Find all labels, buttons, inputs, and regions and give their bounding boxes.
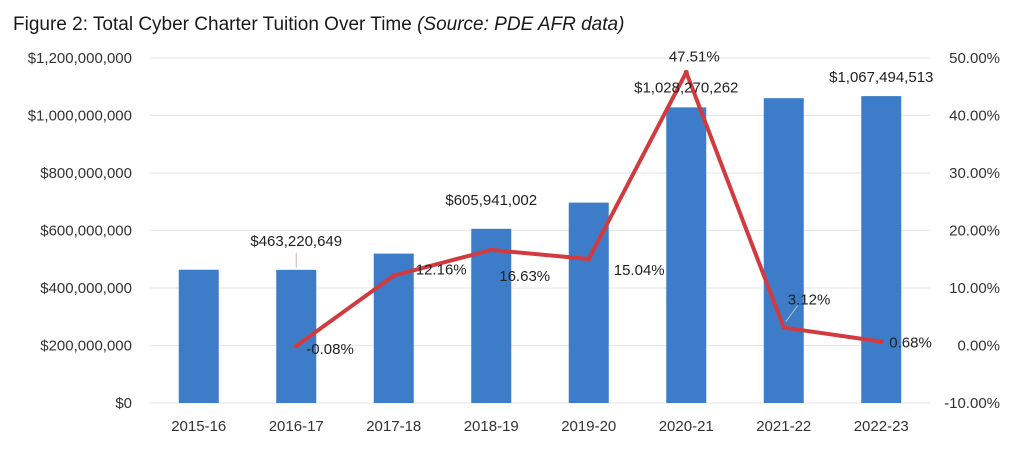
y-left-tick-label: $400,000,000 (40, 280, 132, 297)
line-data-label: -0.08% (306, 341, 354, 358)
x-tick-label: 2019-20 (561, 418, 616, 435)
line-point (683, 69, 689, 75)
y-right-tick-label: -10.00% (944, 395, 1000, 412)
line-data-label: 3.12% (788, 292, 831, 309)
line-data-label: 16.63% (499, 268, 550, 285)
line-point (586, 256, 592, 262)
line-data-label: 15.04% (614, 262, 665, 279)
x-tick-label: 2016-17 (269, 418, 324, 435)
x-tick-label: 2017-18 (366, 418, 421, 435)
bar (666, 107, 707, 403)
bar-data-label: $1,067,494,513 (829, 69, 933, 86)
bar (373, 253, 414, 403)
bar (178, 269, 219, 403)
x-tick-label: 2022-23 (854, 418, 909, 435)
line-data-label: 0.68% (889, 335, 932, 352)
y-left-tick-label: $1,000,000,000 (28, 108, 132, 125)
bar (861, 96, 902, 403)
line-point (293, 343, 299, 349)
figure-title-source: (Source: PDE AFR data) (417, 14, 625, 35)
label-leader (785, 305, 799, 322)
bar-data-label: $1,028,270,262 (634, 79, 738, 96)
line-point (391, 273, 397, 279)
x-tick-label: 2020-21 (659, 418, 714, 435)
y-right-tick-label: 40.00% (949, 108, 1000, 125)
bar-data-label: $605,941,002 (445, 192, 537, 209)
y-right-tick-label: 0.00% (957, 338, 1000, 355)
y-right-tick-label: 20.00% (949, 223, 1000, 240)
line-point (878, 339, 884, 345)
bar (763, 98, 804, 403)
x-tick-label: 2018-19 (464, 418, 519, 435)
y-right-tick-label: 30.00% (949, 165, 1000, 182)
bar-data-label: $463,220,649 (250, 233, 342, 250)
line-point (488, 247, 494, 253)
y-right-tick-label: 50.00% (949, 50, 1000, 67)
line-data-label: 12.16% (416, 262, 467, 279)
y-left-tick-label: $200,000,000 (40, 338, 132, 355)
x-tick-label: 2021-22 (756, 418, 811, 435)
bar (471, 228, 512, 403)
figure-title-main: Figure 2: Total Cyber Charter Tuition Ov… (13, 14, 412, 35)
y-right-tick-label: 10.00% (949, 280, 1000, 297)
y-left-tick-label: $800,000,000 (40, 165, 132, 182)
y-left-tick-label: $600,000,000 (40, 223, 132, 240)
y-left-tick-label: $1,200,000,000 (28, 50, 132, 67)
line-point (781, 325, 787, 331)
x-tick-label: 2015-16 (171, 418, 226, 435)
figure-title: Figure 2: Total Cyber Charter Tuition Ov… (13, 14, 624, 36)
y-left-tick-label: $0 (115, 395, 132, 412)
line-data-label: 47.51% (669, 48, 720, 65)
